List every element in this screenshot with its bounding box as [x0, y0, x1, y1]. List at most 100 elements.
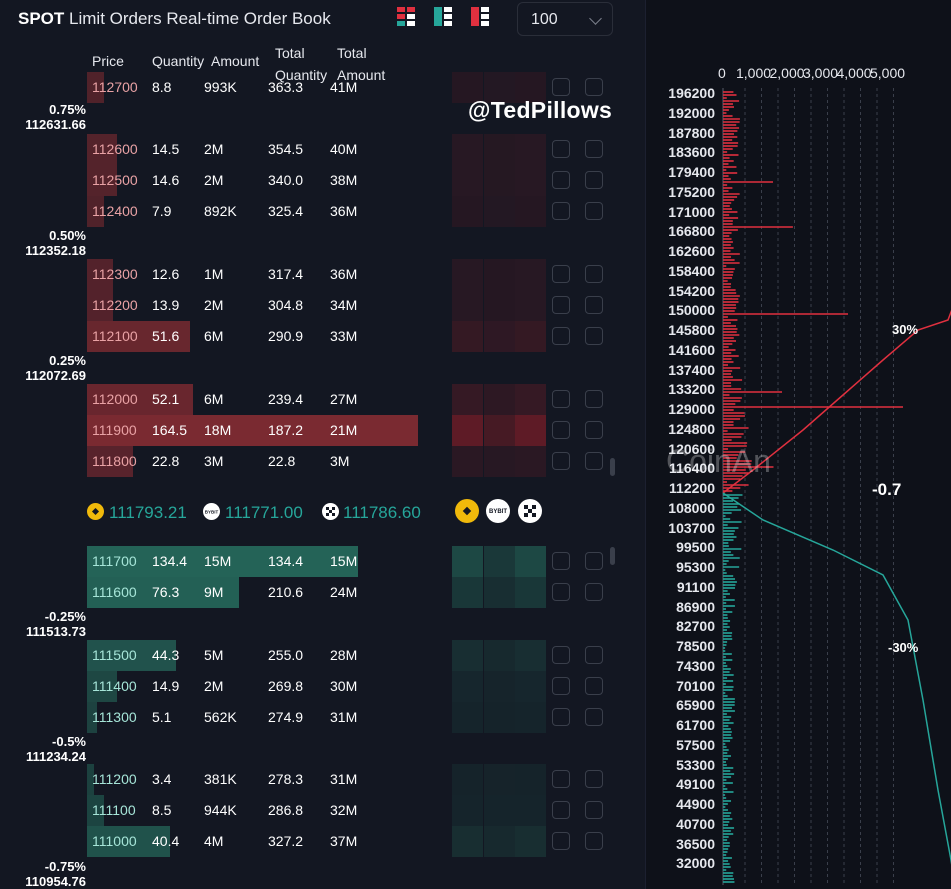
ask-row-checkbox[interactable] — [552, 421, 570, 439]
depth-y-tick: 65900 — [676, 697, 715, 714]
bid-order-row[interactable]: 111400 14.9 2M 269.8 30M — [0, 671, 620, 702]
bid-row-checkbox[interactable] — [585, 801, 603, 819]
bid-row-checkbox[interactable] — [585, 583, 603, 601]
bid-row-checkbox[interactable] — [585, 646, 603, 664]
depth-chart-panel: 196200 192000 187800 183600 179400 175200 1710… — [645, 0, 951, 889]
asks-only-view-icon[interactable] — [470, 6, 492, 28]
bid-amount-cell: 9M — [204, 584, 224, 600]
bid-order-row[interactable]: 111600 76.3 9M 210.6 24M — [0, 577, 620, 608]
ask-order-row[interactable]: 112200 13.9 2M 304.8 34M — [0, 290, 620, 321]
bid-row-checkbox[interactable] — [585, 832, 603, 850]
ask-exchange-heat-cell — [484, 321, 515, 352]
ask-price-cell: 112600 — [92, 141, 138, 157]
ask-row-checkbox[interactable] — [585, 452, 603, 470]
bids-only-view-icon[interactable] — [433, 6, 455, 28]
ask-row-checkbox[interactable] — [552, 296, 570, 314]
bid-order-row[interactable]: 111000 40.4 4M 327.2 37M — [0, 826, 620, 857]
bid-depth-bar — [87, 546, 358, 577]
depth-select[interactable]: 100 — [517, 2, 613, 36]
ask-row-checkbox[interactable] — [585, 265, 603, 283]
bid-exchange-heat-cell — [484, 577, 515, 608]
ask-order-row[interactable]: 111900 164.5 18M 187.2 21M — [0, 415, 620, 446]
ask-exchange-heat-cell — [484, 290, 515, 321]
both-sides-view-icon[interactable] — [396, 6, 418, 28]
col-header-total-quantity-line2: Quantity — [275, 67, 328, 83]
bid-row-checkbox[interactable] — [552, 646, 570, 664]
asks-scrollbar[interactable] — [610, 458, 615, 476]
bid-qty-cell: 76.3 — [152, 584, 180, 600]
ask-order-row[interactable]: 112000 52.1 6M 239.4 27M — [0, 384, 620, 415]
bid-depth-bar — [87, 764, 94, 795]
depth-y-tick: 137400 — [668, 361, 715, 378]
ask-order-row[interactable]: 112600 14.5 2M 354.5 40M — [0, 134, 620, 165]
ask-row-checkbox[interactable] — [552, 265, 570, 283]
bid-order-row[interactable]: 111200 3.4 381K 278.3 31M — [0, 764, 620, 795]
bid-row-checkbox[interactable] — [585, 708, 603, 726]
ask-total-amt-cell: 33M — [330, 328, 358, 344]
ask-depth-bar — [87, 196, 104, 227]
ask-order-row[interactable]: 112700 8.8 993K 363.3 41M — [0, 72, 620, 103]
ask-order-row[interactable]: 112400 7.9 892K 325.4 36M — [0, 196, 620, 227]
depth-side-label-top: 30% — [892, 322, 919, 337]
ask-order-row[interactable]: 112300 12.6 1M 317.4 36M — [0, 259, 620, 290]
ask-exchange-heat-cell — [515, 259, 546, 290]
ask-amount-cell: 2M — [204, 297, 224, 313]
ask-price-cell: 111900 — [92, 422, 137, 438]
bid-total-qty-cell: 134.4 — [268, 553, 304, 569]
depth-y-tick: 175200 — [668, 183, 715, 200]
bid-total-amt-cell: 31M — [330, 709, 358, 725]
bid-order-row[interactable]: 111700 134.4 15M 134.4 15M — [0, 546, 620, 577]
ask-row-checkbox[interactable] — [552, 202, 570, 220]
ask-row-checkbox[interactable] — [585, 78, 603, 96]
ask-total-qty-cell: 22.8 — [268, 453, 296, 469]
ask-row-checkbox[interactable] — [585, 171, 603, 189]
bid-qty-cell: 134.4 — [152, 553, 188, 569]
depth-y-tick: 116400 — [669, 460, 715, 477]
ask-row-checkbox[interactable] — [585, 140, 603, 158]
ask-order-row[interactable]: 112100 51.6 6M 290.9 33M — [0, 321, 620, 352]
bid-row-checkbox[interactable] — [552, 583, 570, 601]
bids-scrollbar[interactable] — [610, 547, 615, 565]
ask-total-qty-cell: 363.3 — [268, 79, 304, 95]
ask-total-amt-cell: 41M — [330, 79, 358, 95]
bid-row-checkbox[interactable] — [552, 832, 570, 850]
ask-row-checkbox[interactable] — [585, 327, 603, 345]
depth-y-tick: 183600 — [668, 144, 715, 161]
depth-x-tick: 1,000 — [736, 65, 772, 81]
ask-row-checkbox[interactable] — [552, 78, 570, 96]
bid-exchange-heat-cell — [484, 671, 515, 702]
depth-y-tick: 74300 — [676, 657, 715, 674]
ask-order-row[interactable]: 112500 14.6 2M 340.0 38M — [0, 165, 620, 196]
col-header-amount: Amount — [211, 53, 260, 69]
ask-row-checkbox[interactable] — [552, 452, 570, 470]
ask-row-checkbox[interactable] — [585, 421, 603, 439]
bid-row-checkbox[interactable] — [585, 770, 603, 788]
ask-row-checkbox[interactable] — [552, 140, 570, 158]
ask-exchange-heat-cell — [515, 165, 546, 196]
ask-row-checkbox[interactable] — [552, 171, 570, 189]
bid-row-checkbox[interactable] — [585, 677, 603, 695]
depth-y-tick: 124800 — [668, 420, 715, 437]
bid-row-checkbox[interactable] — [585, 552, 603, 570]
ask-total-qty-cell: 354.5 — [268, 141, 304, 157]
bid-row-checkbox[interactable] — [552, 677, 570, 695]
bid-row-checkbox[interactable] — [552, 801, 570, 819]
bid-row-checkbox[interactable] — [552, 552, 570, 570]
col-header-total-amount-line1: Total — [337, 45, 367, 61]
ask-order-row[interactable]: 111800 22.8 3M 22.8 3M — [0, 446, 620, 477]
ask-exchange-heat-cell — [452, 196, 483, 227]
bid-order-row[interactable]: 111100 8.5 944K 286.8 32M — [0, 795, 620, 826]
ask-row-checkbox[interactable] — [585, 296, 603, 314]
ask-row-checkbox[interactable] — [552, 327, 570, 345]
bid-row-checkbox[interactable] — [552, 708, 570, 726]
ask-row-checkbox[interactable] — [585, 390, 603, 408]
bid-order-row[interactable]: 111500 44.3 5M 255.0 28M — [0, 640, 620, 671]
ask-row-checkbox[interactable] — [552, 390, 570, 408]
binance-exchange-toggle-icon[interactable] — [455, 499, 479, 523]
bybit-exchange-toggle-icon[interactable]: BYBIT — [486, 499, 510, 523]
depth-y-tick: 91100 — [676, 578, 715, 595]
okx-exchange-toggle-icon[interactable] — [518, 499, 542, 523]
bid-row-checkbox[interactable] — [552, 770, 570, 788]
ask-row-checkbox[interactable] — [585, 202, 603, 220]
bid-order-row[interactable]: 111300 5.1 562K 274.9 31M — [0, 702, 620, 733]
